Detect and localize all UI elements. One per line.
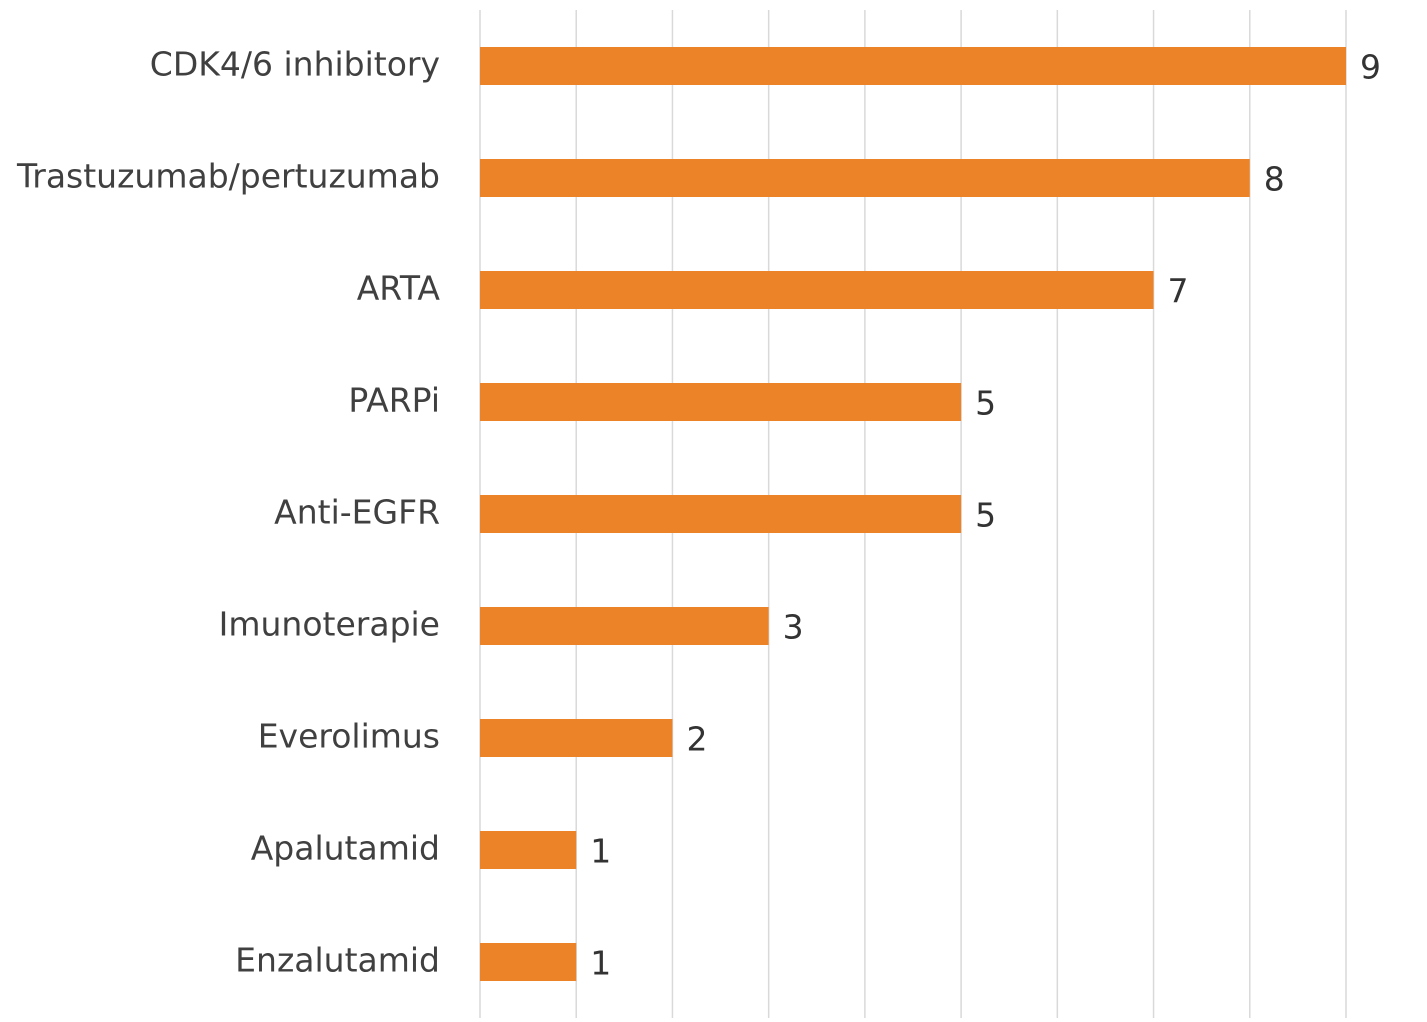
y-tick-label: Apalutamid (251, 829, 440, 868)
y-tick-label: Everolimus (258, 717, 440, 756)
bar (480, 47, 1346, 85)
y-tick-label: ARTA (357, 269, 441, 308)
y-tick-label: Anti-EGFR (274, 493, 440, 532)
data-label: 2 (686, 720, 707, 759)
data-label: 5 (975, 496, 996, 535)
y-tick-label: Enzalutamid (235, 941, 440, 980)
y-tick-label: CDK4/6 inhibitory (150, 45, 440, 84)
bar (480, 943, 577, 981)
bar (480, 159, 1250, 197)
y-tick-label: PARPi (348, 381, 440, 420)
data-label: 7 (1168, 272, 1189, 311)
data-label: 1 (590, 944, 611, 983)
y-tick-label: Trastuzumab/pertuzumab (16, 157, 440, 196)
data-label: 9 (1360, 48, 1381, 87)
bar (480, 495, 962, 533)
data-label: 5 (975, 384, 996, 423)
data-label: 8 (1264, 160, 1285, 199)
data-label: 3 (783, 608, 804, 647)
data-label: 1 (590, 832, 611, 871)
bar (480, 831, 577, 869)
y-tick-label: Imunoterapie (219, 605, 440, 644)
bar (480, 383, 962, 421)
bar (480, 719, 673, 757)
bar (480, 271, 1154, 309)
bar (480, 607, 769, 645)
